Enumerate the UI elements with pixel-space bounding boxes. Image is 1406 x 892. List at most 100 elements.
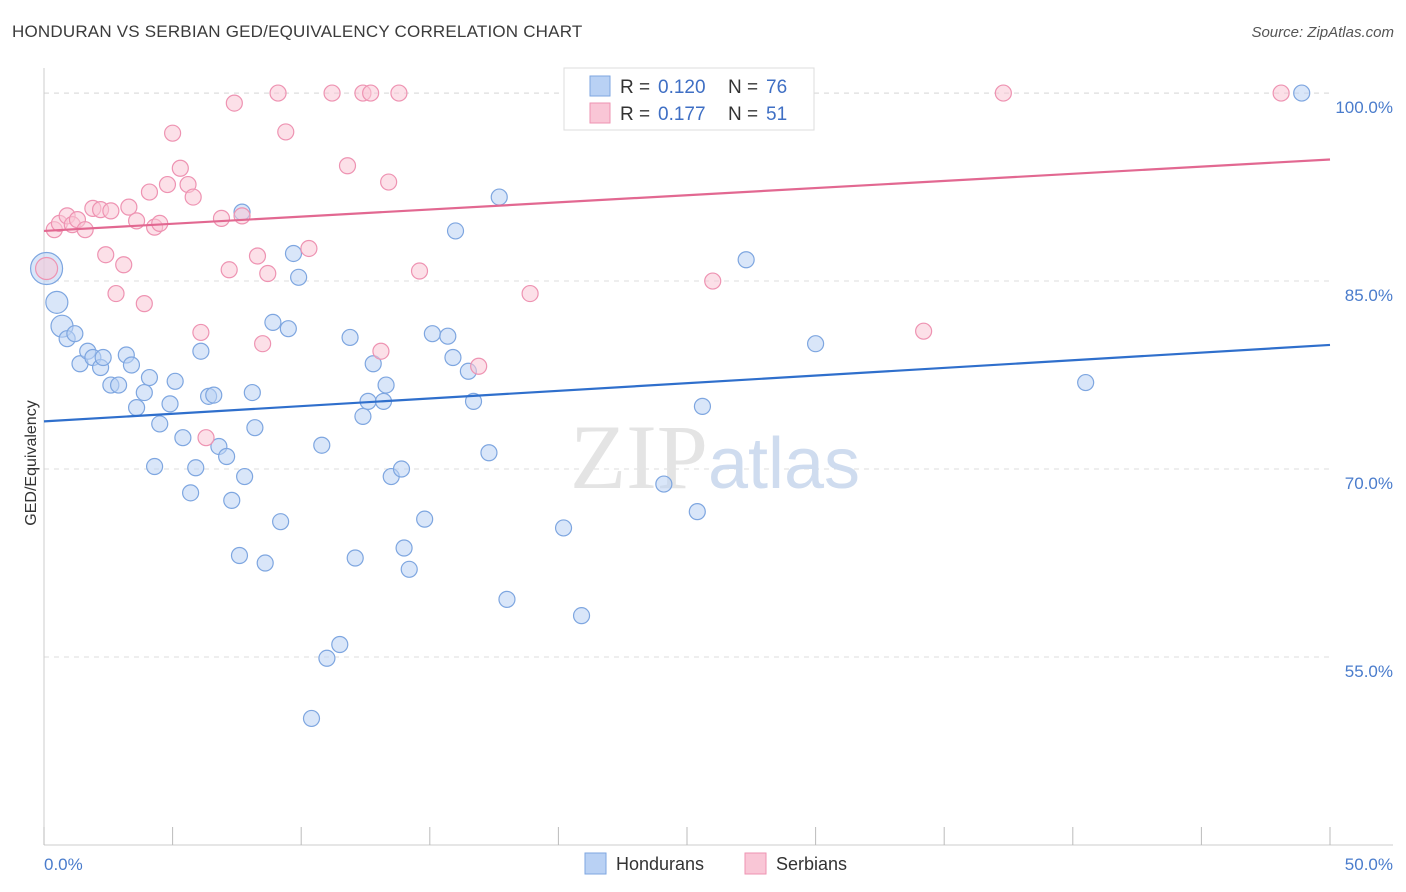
- trend-line-serbians: [43, 158, 1331, 233]
- data-point: [994, 84, 1012, 102]
- data-point: [120, 198, 138, 216]
- data-point: [290, 268, 308, 286]
- bottom-legend-swatch-serbians: [744, 852, 767, 875]
- series-serbians: [34, 84, 1290, 447]
- data-point: [1272, 84, 1290, 102]
- data-point: [122, 356, 141, 374]
- data-point: [174, 429, 192, 447]
- data-point: [164, 124, 182, 142]
- data-point: [444, 348, 462, 367]
- data-point: [94, 348, 112, 367]
- data-point: [341, 328, 359, 347]
- data-point: [416, 510, 434, 528]
- data-point: [140, 183, 159, 201]
- data-point: [915, 322, 933, 340]
- y-tick-label: 55.0%: [1345, 662, 1393, 681]
- data-point: [246, 419, 264, 437]
- legend-n-value-serbians: 51: [766, 104, 787, 125]
- data-point: [135, 383, 153, 402]
- grid-lines: [44, 92, 1330, 658]
- data-point: [323, 84, 341, 102]
- data-point: [400, 560, 418, 578]
- legend-n-label-hondurans: N =: [728, 77, 758, 98]
- data-point: [225, 94, 243, 112]
- bottom-legend: Hondurans Serbians: [584, 852, 847, 875]
- data-points: [29, 84, 1311, 728]
- data-point: [470, 357, 488, 375]
- data-point: [182, 484, 200, 502]
- data-point: [554, 519, 573, 537]
- data-point: [313, 436, 331, 454]
- data-point: [490, 188, 508, 206]
- data-point: [300, 239, 318, 258]
- data-point: [248, 247, 267, 265]
- data-point: [161, 395, 179, 413]
- data-point: [439, 327, 457, 345]
- data-point: [693, 397, 712, 415]
- data-point: [109, 376, 128, 394]
- data-point: [236, 467, 254, 486]
- legend-r-value-hondurans: 0.120: [658, 77, 706, 98]
- data-point: [655, 475, 673, 493]
- y-tick-labels: 55.0% 70.0% 85.0% 100.0%: [1335, 98, 1393, 681]
- legend-swatch-serbians: [589, 102, 611, 124]
- data-point: [151, 415, 169, 433]
- data-point: [318, 649, 336, 667]
- data-point: [395, 539, 413, 557]
- legend-r-label-serbians: R =: [620, 104, 650, 125]
- data-point: [354, 407, 372, 425]
- data-point: [302, 709, 321, 728]
- data-point: [254, 335, 272, 353]
- data-point: [197, 429, 215, 447]
- bottom-legend-label-serbians: Serbians: [776, 854, 847, 874]
- data-point: [498, 590, 516, 608]
- data-point: [127, 399, 146, 417]
- data-point: [107, 284, 125, 303]
- source-label: Source: ZipAtlas.com: [1251, 24, 1394, 41]
- bottom-legend-swatch-hondurans: [584, 852, 607, 875]
- data-point: [187, 459, 205, 477]
- data-point: [243, 383, 261, 402]
- trend-line-hondurans: [43, 343, 1331, 423]
- y-tick-label: 100.0%: [1335, 98, 1393, 117]
- watermark: ZIPatlas: [570, 406, 860, 508]
- data-point: [390, 84, 408, 102]
- data-point: [338, 157, 357, 175]
- data-point: [269, 84, 287, 102]
- data-point: [272, 513, 290, 531]
- data-point: [364, 355, 382, 373]
- data-point: [45, 290, 69, 314]
- data-point: [688, 503, 706, 521]
- data-point: [1077, 373, 1095, 392]
- data-point: [230, 546, 249, 565]
- data-point: [233, 207, 251, 225]
- data-point: [115, 256, 133, 274]
- data-point: [66, 325, 84, 343]
- data-point: [135, 295, 153, 313]
- y-tick-label: 70.0%: [1345, 474, 1393, 493]
- data-point: [97, 246, 115, 264]
- data-point: [218, 447, 236, 466]
- data-point: [158, 175, 177, 194]
- data-point: [410, 262, 429, 280]
- x-tick-label-end: 50.0%: [1345, 855, 1393, 874]
- data-point: [1293, 84, 1311, 102]
- data-point: [256, 554, 274, 572]
- legend-n-label-serbians: N =: [728, 104, 758, 125]
- data-point: [377, 376, 395, 394]
- bottom-legend-label-hondurans: Hondurans: [616, 854, 704, 874]
- data-point: [464, 392, 483, 410]
- data-point: [205, 386, 223, 404]
- data-point: [737, 251, 755, 269]
- data-point: [279, 320, 297, 338]
- data-point: [346, 549, 364, 567]
- data-point: [166, 372, 184, 390]
- chart-title: HONDURAN VS SERBIAN GED/EQUIVALENCY CORR…: [12, 22, 583, 41]
- data-point: [171, 159, 189, 177]
- data-point: [446, 222, 465, 240]
- data-point: [145, 457, 164, 476]
- data-point: [34, 256, 59, 281]
- data-point: [521, 284, 539, 303]
- data-point: [264, 313, 282, 332]
